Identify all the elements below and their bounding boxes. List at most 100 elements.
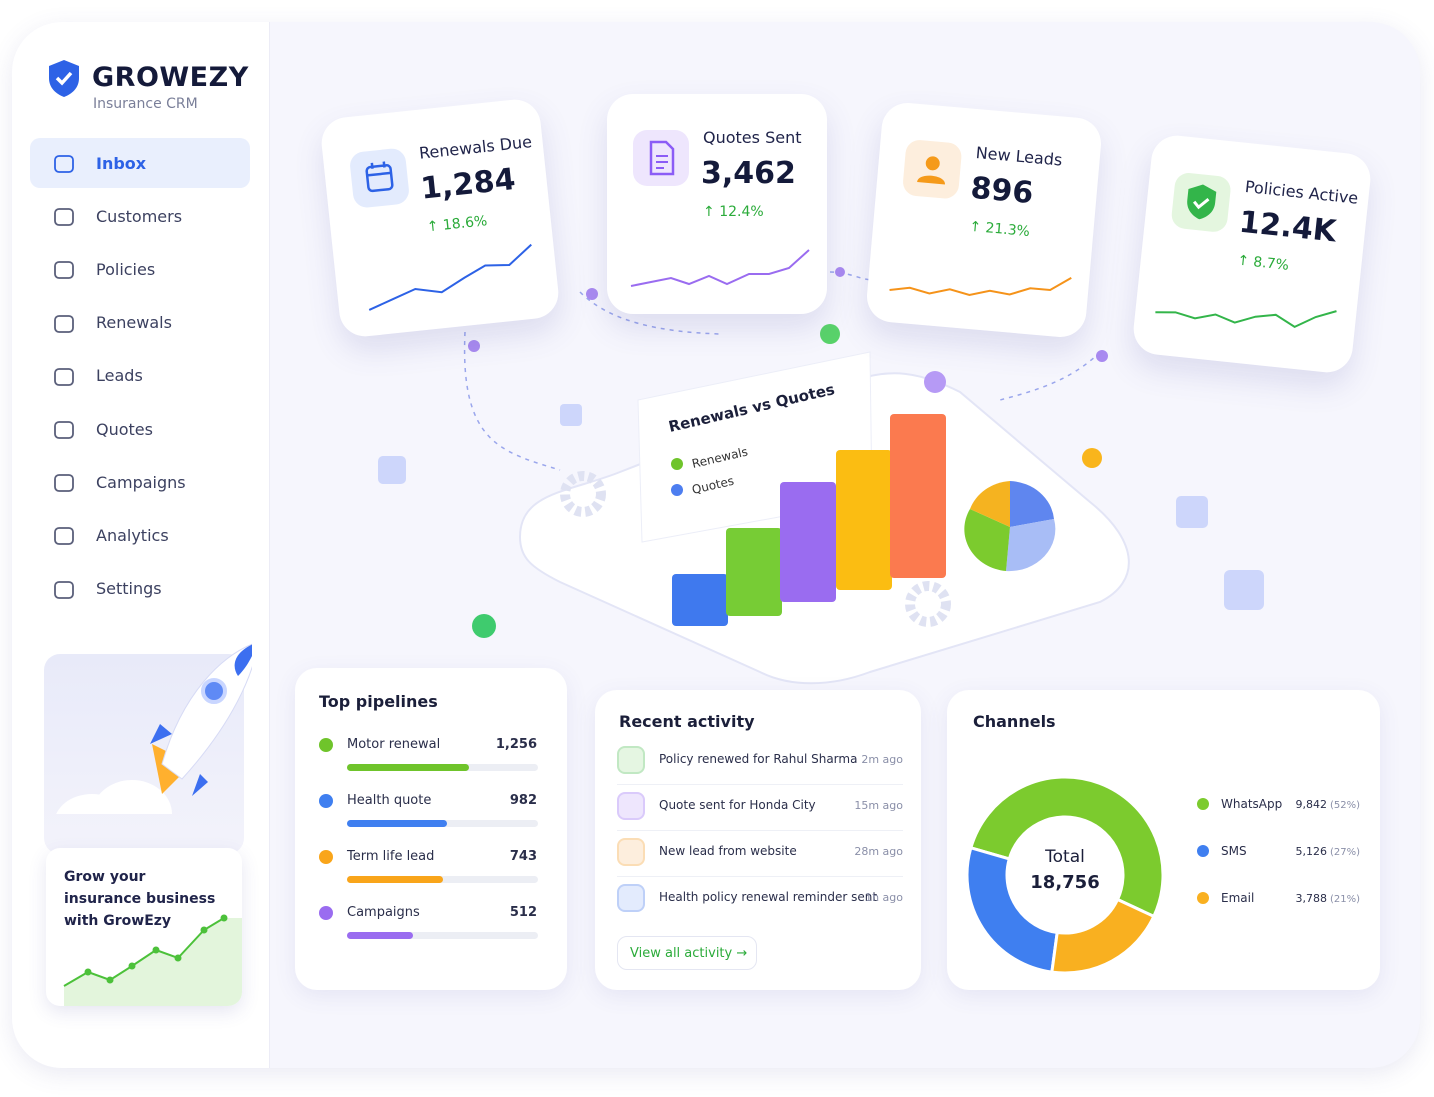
nav-label[interactable]: Policies <box>96 259 156 279</box>
legend-label: WhatsApp <box>1221 797 1282 811</box>
pipeline-track <box>347 876 538 883</box>
activity-text: Health policy renewal reminder sent <box>659 890 878 904</box>
legend-percent: (21%) <box>1330 894 1360 905</box>
illustration: Renewals vs Quotes Renewals Quotes <box>378 267 1264 685</box>
activity-card: Recent activity Policy renewed for Rahul… <box>595 690 921 990</box>
activity-icon <box>617 884 645 912</box>
legend-dot <box>1197 798 1209 810</box>
nav-label[interactable]: Renewals <box>96 313 172 333</box>
kpi-value: 1,284 <box>419 162 518 207</box>
activity-text: New lead from website <box>659 844 797 858</box>
donut-total: 18,756 <box>1030 872 1099 893</box>
view-all-button[interactable]: View all activity → <box>617 936 757 970</box>
nav-item[interactable]: Renewals <box>30 298 250 348</box>
activity-title: Recent activity <box>619 712 755 731</box>
kpi-label: Quotes Sent <box>703 128 802 147</box>
pipeline-dot <box>319 794 333 808</box>
kpi-sparkline <box>368 243 532 311</box>
pipeline-count: 1,256 <box>495 737 537 752</box>
pipeline-name: Motor renewal <box>347 737 441 752</box>
nav-item[interactable]: Inbox <box>30 138 250 188</box>
pipeline-dot <box>319 906 333 920</box>
activity-icon <box>617 792 645 820</box>
promo-card: Grow your insurance business with GrowEz… <box>46 848 242 1006</box>
pipeline-count: 512 <box>509 905 537 920</box>
donut-center-label: Total <box>1044 847 1085 867</box>
pipeline-name: Health quote <box>347 793 432 808</box>
pipeline-name: Campaigns <box>347 905 420 920</box>
channels-card: Channels WhatsApp 9,842 (52%) SMS 5,126 (27%)… <box>947 690 1380 990</box>
legend-value: 3,788 <box>1296 892 1328 905</box>
nav-label[interactable]: Leads <box>96 366 143 386</box>
nav-item[interactable]: Policies <box>30 244 250 294</box>
view-all-label[interactable]: View all activity <box>630 945 733 961</box>
sidebar: GROWEZY Insurance CRM Grow your insuranc… <box>12 22 270 1068</box>
nav-item[interactable]: Leads <box>30 351 250 401</box>
kpi-card: Renewals Due 1,284 ↑ 18.6% <box>319 97 561 339</box>
brand-tagline: Insurance CRM <box>93 96 198 112</box>
channels-title: Channels <box>973 712 1056 731</box>
kpi-sparkline <box>889 276 1072 297</box>
activity-time: 15m ago <box>854 799 903 812</box>
donut-slice <box>968 775 1165 919</box>
legend-value: 9,842 <box>1296 798 1328 811</box>
nav-item[interactable]: Quotes <box>30 404 250 454</box>
donut-slice <box>965 845 1059 974</box>
nav-label[interactable]: Campaigns <box>96 472 186 492</box>
pipeline-bar <box>347 932 413 939</box>
kpi-card: Quotes Sent 3,462 ↑ 12.4% <box>607 94 827 314</box>
legend-dot <box>1197 892 1209 904</box>
pipeline-track <box>347 932 538 939</box>
nav-label[interactable]: Inbox <box>96 153 147 173</box>
kpi-value: 896 <box>969 170 1035 212</box>
kpi-card: Policies Active 12.4K ↑ 8.7% <box>1131 133 1373 375</box>
promo-illustration <box>44 643 252 854</box>
nav-item[interactable]: Campaigns <box>30 457 250 507</box>
pipelines-card: Top pipelines Motor renewal 1,256 Health q… <box>295 668 567 990</box>
nav-item[interactable]: Customers <box>30 191 250 241</box>
activity-time: 28m ago <box>854 845 903 858</box>
pipeline-name: Term life lead <box>347 849 435 864</box>
nav-label[interactable]: Analytics <box>96 525 169 545</box>
pipeline-track <box>347 764 538 771</box>
kpi-label: Policies Active <box>1244 176 1360 208</box>
nav-item[interactable]: Settings <box>30 564 250 614</box>
pipeline-count: 743 <box>509 849 537 864</box>
legend-value: 5,126 <box>1296 845 1328 858</box>
promo-text: Grow your insurance business with GrowEz… <box>64 869 216 929</box>
activity-time: 1h ago <box>865 891 903 904</box>
activity-text: Policy renewed for Rahul Sharma <box>659 752 858 766</box>
activity-icon <box>617 838 645 866</box>
pipeline-bar <box>347 764 469 771</box>
kpi-sparkline <box>1155 310 1337 328</box>
kpi-label: New Leads <box>975 143 1064 170</box>
legend-label: SMS <box>1221 844 1247 858</box>
kpi-label: Renewals Due <box>418 132 533 163</box>
pipeline-count: 982 <box>509 793 537 808</box>
activity-time: 2m ago <box>861 753 903 766</box>
donut-slice <box>1050 897 1156 975</box>
activity-text: Quote sent for Honda City <box>659 798 816 812</box>
nav-label[interactable]: Customers <box>96 206 183 226</box>
nav-label[interactable]: Quotes <box>96 419 153 439</box>
kpi-change: 8.7% <box>1252 254 1290 274</box>
kpi-value: 3,462 <box>701 156 796 191</box>
pipeline-track <box>347 820 538 827</box>
kpi-card: New Leads 896 ↑ 21.3% <box>864 100 1104 340</box>
pipeline-bar <box>347 876 443 883</box>
activity-divider <box>617 830 903 831</box>
kpi-change: 12.4% <box>719 204 764 220</box>
nav-label[interactable]: Settings <box>96 579 162 599</box>
activity-divider <box>617 784 903 785</box>
kpi-change: 21.3% <box>984 220 1031 241</box>
pipeline-dot <box>319 850 333 864</box>
nav-item[interactable]: Analytics <box>30 510 250 560</box>
pipeline-dot <box>319 738 333 752</box>
legend-label: Email <box>1221 891 1254 905</box>
channels-chart: WhatsApp 9,842 (52%) SMS 5,126 (27%) Email 3,78… <box>965 775 1360 975</box>
kpi-change: 18.6% <box>442 213 489 234</box>
kpi-value: 12.4K <box>1237 204 1338 250</box>
legend-percent: (52%) <box>1330 800 1360 811</box>
